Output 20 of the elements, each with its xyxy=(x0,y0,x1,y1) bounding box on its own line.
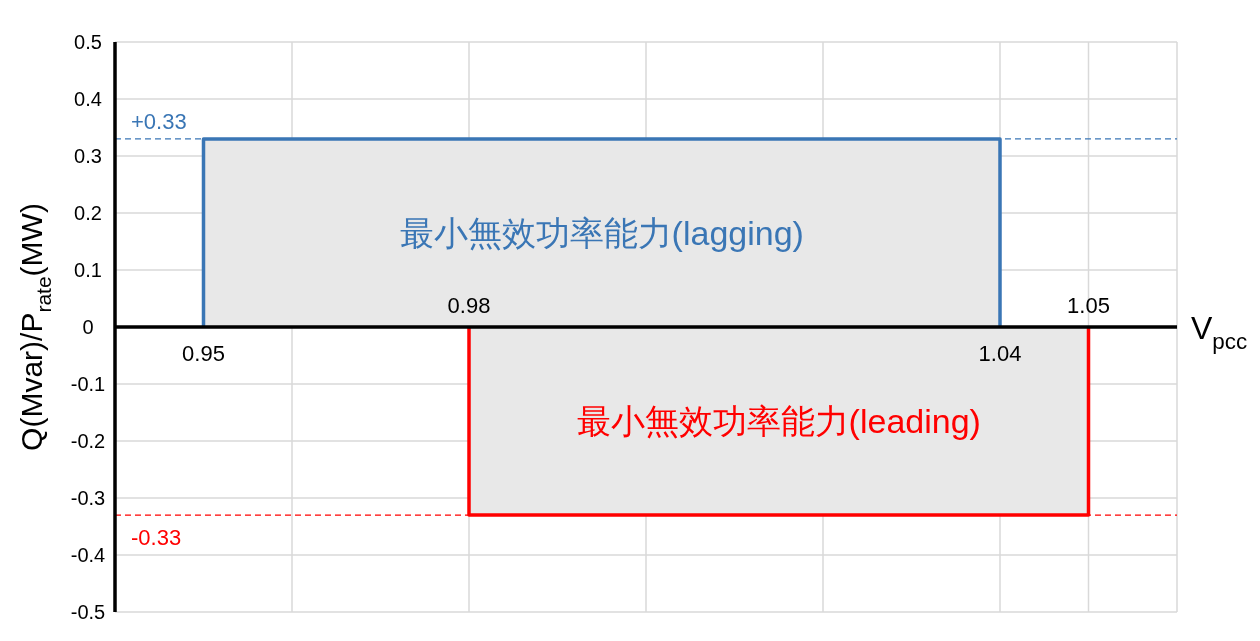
y-tick-label: -0.2 xyxy=(70,430,106,452)
x-axis-title: V$_{pcc}$ xyxy=(1191,310,1248,354)
series-label: 最小無效功率能力(lagging) xyxy=(399,213,804,252)
y-tick-label: 0.4 xyxy=(74,88,102,110)
y-tick-label: -0.4 xyxy=(70,544,106,566)
y-tick-label: -0.3 xyxy=(70,487,106,509)
y-tick-label: 0.1 xyxy=(74,259,102,281)
y-tick-label: -0.5 xyxy=(70,601,106,623)
annotation: 1.04 xyxy=(978,341,1022,366)
y-tick-label: 0 xyxy=(82,316,94,338)
y-tick-label: -0.1 xyxy=(70,373,106,395)
ref-line-label: +0.33 xyxy=(131,108,187,134)
y-tick-label: 0.3 xyxy=(74,145,102,167)
x-tick-label: 0.98 xyxy=(447,293,491,318)
y-tick-label: 0.2 xyxy=(74,202,102,224)
y-tick-label: 0.5 xyxy=(74,31,102,53)
ref-line-label: -0.33 xyxy=(131,525,182,551)
series-label: 最小無效功率能力(leading) xyxy=(576,402,981,441)
x-tick-label: 1.05 xyxy=(1067,293,1110,318)
annotation: 0.95 xyxy=(182,341,225,366)
